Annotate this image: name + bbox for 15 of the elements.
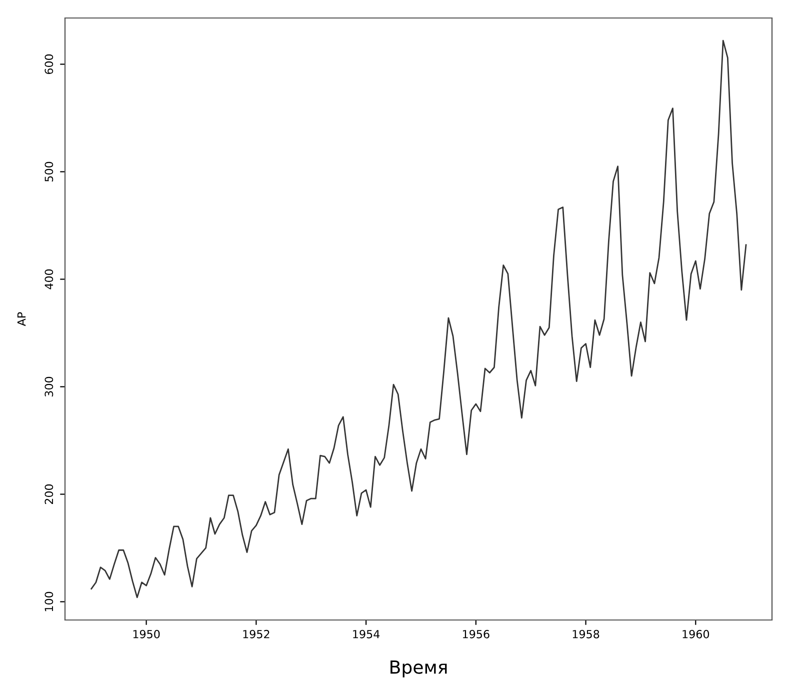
y-tick-label: 400 — [44, 269, 54, 290]
y-tick-label: 600 — [44, 54, 54, 74]
y-tick-label: 200 — [44, 484, 54, 504]
y-tick-label: 500 — [44, 162, 54, 182]
x-tick-label: 1954 — [353, 630, 380, 638]
y-tick-label: 300 — [44, 376, 54, 396]
x-tick-label: 1958 — [572, 630, 600, 638]
y-tick-label: 100 — [44, 592, 54, 612]
y-axis-title: AP — [17, 312, 26, 326]
line-series — [90, 40, 747, 598]
x-tick-label: 1956 — [462, 630, 490, 638]
x-axis-title: Время — [390, 660, 447, 678]
x-tick-label: 1950 — [133, 630, 160, 638]
x-tick-label: 1952 — [243, 630, 270, 638]
x-tick-label: 1960 — [682, 630, 710, 638]
